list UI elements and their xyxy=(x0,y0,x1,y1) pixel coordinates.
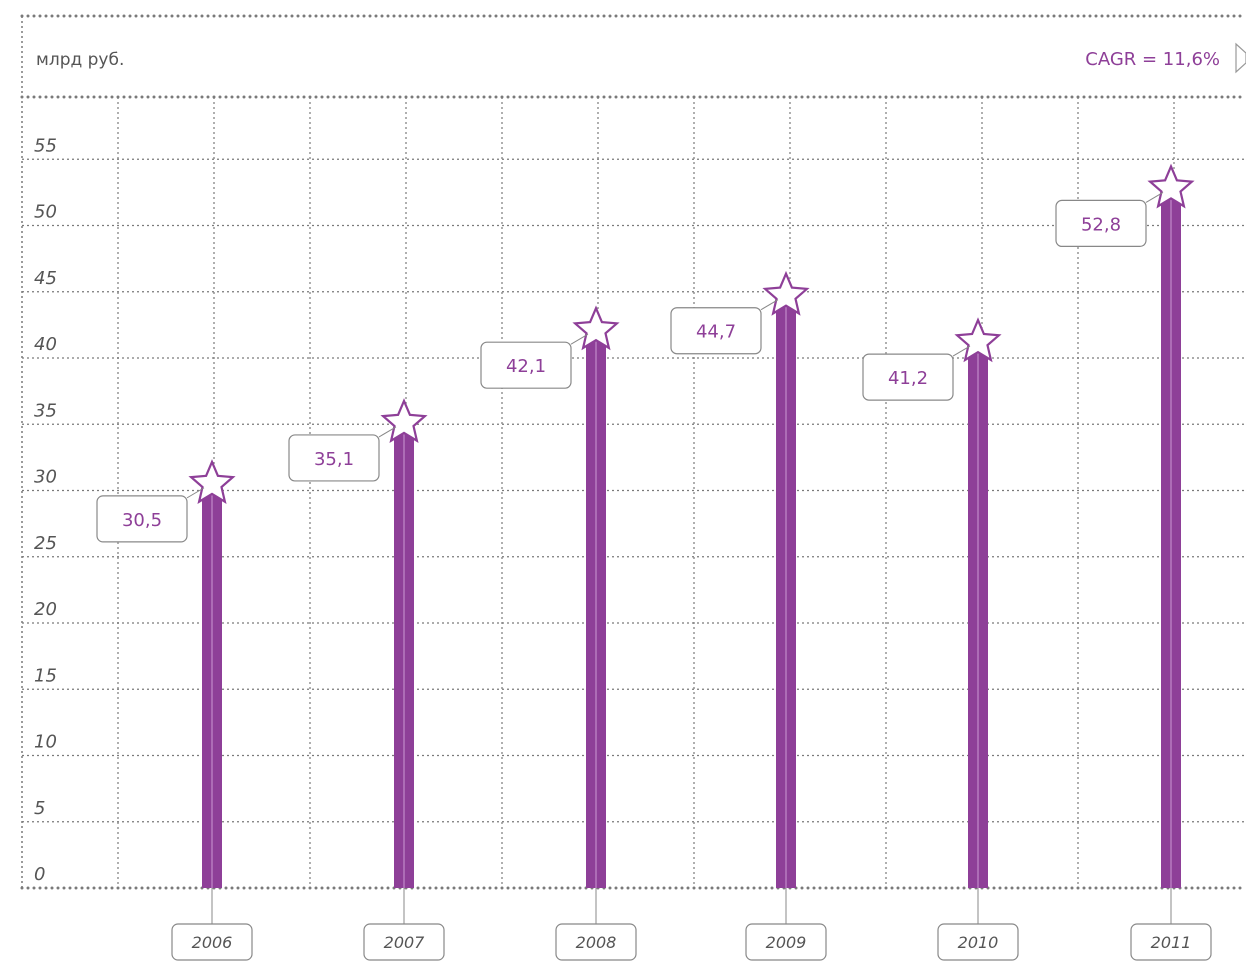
callout-leader xyxy=(760,299,779,311)
y-tick-label: 30 xyxy=(34,467,57,488)
y-tick-label: 40 xyxy=(34,334,57,355)
y-tick-label: 25 xyxy=(34,533,57,554)
callout-leader xyxy=(1145,191,1164,203)
y-tick-label: 15 xyxy=(34,665,57,686)
callout-leader xyxy=(570,333,589,345)
star-marker xyxy=(954,317,1002,363)
y-tick-label: 50 xyxy=(34,202,57,223)
callout-leader xyxy=(378,426,397,438)
x-tick-box xyxy=(555,923,637,961)
arrow-icon xyxy=(1235,42,1246,74)
x-tick-box xyxy=(745,923,827,961)
x-tick-label: 2008 xyxy=(576,933,617,952)
value-label: 42,1 xyxy=(506,356,546,377)
value-label: 35,1 xyxy=(314,449,354,470)
x-tick-box xyxy=(937,923,1019,961)
value-labels: 30,5 35,1 42,1 44,7 41,2 52,8 xyxy=(96,191,1164,543)
y-axis: 0 5 10 15 20 25 30 35 40 45 50 55 xyxy=(34,135,57,885)
x-tick-label: 2011 xyxy=(1151,933,1192,952)
star-marker xyxy=(380,398,428,443)
y-tick-label: 10 xyxy=(34,732,57,753)
x-axis: 2006 2007 2008 2009 2010 2011 xyxy=(171,888,1212,961)
x-tick-label: 2006 xyxy=(192,933,233,952)
star-marker xyxy=(762,270,810,316)
value-label: 41,2 xyxy=(888,368,928,389)
cagr-label: CAGR = 11,6% xyxy=(1085,49,1220,70)
x-tick-box xyxy=(1130,923,1212,961)
star-marker xyxy=(572,305,620,351)
value-label: 52,8 xyxy=(1081,214,1121,235)
y-tick-label: 55 xyxy=(34,135,57,156)
unit-label: млрд руб. xyxy=(36,50,124,70)
value-callout xyxy=(480,341,572,389)
value-callout xyxy=(288,434,380,482)
callout-leader xyxy=(186,487,205,499)
value-label: 44,7 xyxy=(696,322,736,343)
y-tick-label: 45 xyxy=(34,268,57,289)
value-label: 30,5 xyxy=(122,510,162,531)
x-tick-label: 2010 xyxy=(958,933,999,952)
y-tick-label: 0 xyxy=(34,864,45,885)
star-marker xyxy=(188,459,236,504)
star-marker xyxy=(1147,163,1195,209)
x-tick-label: 2009 xyxy=(766,933,807,952)
x-tick-label: 2007 xyxy=(384,933,426,952)
callout-leader xyxy=(952,345,971,357)
y-tick-label: 20 xyxy=(34,599,57,620)
value-callout xyxy=(96,495,188,543)
x-tick-box xyxy=(363,923,445,961)
bars xyxy=(188,163,1195,889)
value-callout xyxy=(1055,199,1147,247)
value-callout xyxy=(670,307,762,355)
value-callout xyxy=(862,353,954,401)
y-tick-label: 35 xyxy=(34,400,57,421)
x-tick-box xyxy=(171,923,253,961)
y-tick-label: 5 xyxy=(34,798,45,819)
